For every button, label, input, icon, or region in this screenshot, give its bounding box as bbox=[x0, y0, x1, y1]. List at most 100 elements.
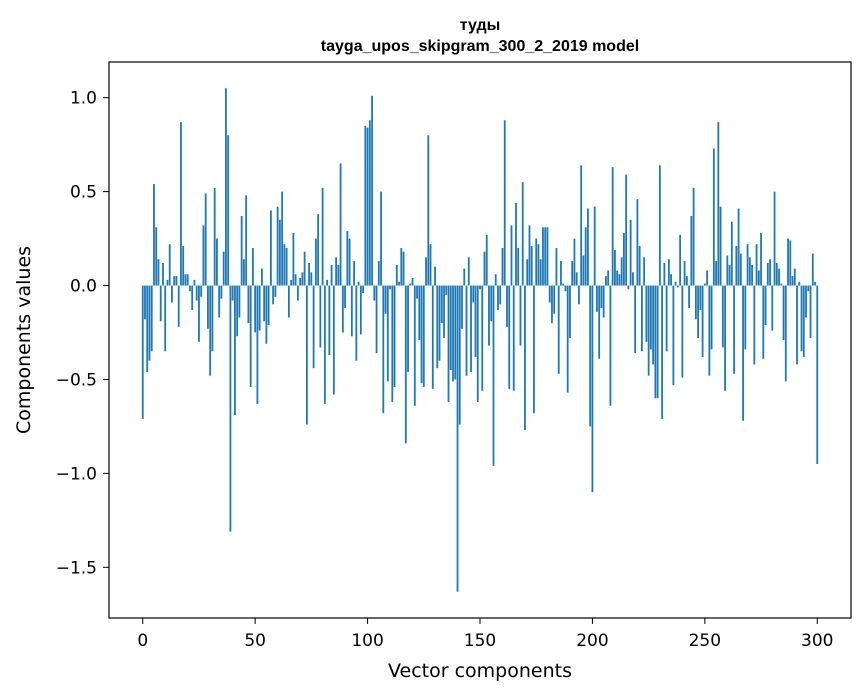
x-axis-label: Vector components bbox=[388, 660, 572, 682]
bar-component-215 bbox=[625, 174, 628, 286]
bar-component-139 bbox=[454, 285, 457, 380]
bar-component-277 bbox=[764, 285, 767, 325]
bar-component-209 bbox=[611, 167, 614, 286]
bar-component-43 bbox=[238, 285, 241, 318]
bar-component-62 bbox=[281, 191, 284, 286]
bar-component-171 bbox=[526, 259, 529, 286]
bar-component-247 bbox=[697, 285, 699, 339]
bar-component-118 bbox=[407, 285, 409, 372]
bar-component-170 bbox=[524, 285, 526, 431]
bar-component-23 bbox=[193, 279, 196, 286]
bar-component-197 bbox=[584, 227, 587, 286]
bar-component-2 bbox=[146, 285, 149, 372]
bar-component-96 bbox=[357, 281, 360, 286]
bar-component-172 bbox=[528, 225, 531, 286]
bar-component-212 bbox=[618, 274, 621, 286]
bar-component-132 bbox=[438, 285, 441, 361]
bar-component-184 bbox=[555, 247, 558, 286]
bar-component-196 bbox=[582, 255, 585, 286]
bar-component-152 bbox=[483, 251, 486, 286]
bars-group bbox=[141, 88, 819, 592]
bar-component-120 bbox=[411, 278, 414, 286]
bar-component-20 bbox=[186, 274, 189, 286]
bar-component-129 bbox=[431, 285, 434, 389]
bar-component-289 bbox=[791, 276, 794, 286]
bar-component-293 bbox=[800, 285, 803, 352]
y-tick-label: −1.5 bbox=[56, 558, 97, 578]
bar-component-119 bbox=[409, 283, 412, 286]
bar-component-187 bbox=[562, 283, 565, 286]
bar-component-126 bbox=[425, 257, 427, 286]
bar-component-135 bbox=[445, 285, 448, 295]
bar-component-16 bbox=[177, 285, 180, 327]
bar-component-10 bbox=[164, 285, 167, 352]
bar-component-127 bbox=[427, 135, 430, 286]
bar-component-32 bbox=[213, 187, 216, 286]
y-tick-label: 0.5 bbox=[70, 183, 97, 203]
bar-component-91 bbox=[346, 231, 349, 286]
bar-component-89 bbox=[341, 285, 344, 333]
bar-component-143 bbox=[463, 268, 466, 286]
bar-component-17 bbox=[180, 122, 182, 286]
bar-component-53 bbox=[261, 268, 263, 286]
bar-component-274 bbox=[757, 270, 760, 286]
bar-component-111 bbox=[391, 285, 394, 402]
bar-component-46 bbox=[245, 195, 248, 286]
bar-component-134 bbox=[443, 285, 445, 339]
bar-component-156 bbox=[492, 285, 495, 466]
bar-component-241 bbox=[683, 261, 686, 286]
bar-component-201 bbox=[593, 206, 596, 286]
y-tick-label: 0.0 bbox=[70, 277, 97, 297]
bar-component-0 bbox=[141, 285, 144, 419]
bar-component-1 bbox=[144, 285, 146, 320]
bar-component-177 bbox=[539, 259, 542, 286]
bar-component-140 bbox=[456, 285, 459, 592]
bar-component-163 bbox=[508, 285, 511, 389]
bar-component-167 bbox=[517, 247, 520, 286]
y-tick-label: −1.0 bbox=[56, 464, 97, 484]
bar-component-148 bbox=[474, 285, 477, 357]
bar-component-100 bbox=[366, 127, 369, 286]
bar-component-102 bbox=[371, 95, 373, 286]
bar-component-251 bbox=[706, 270, 708, 286]
bar-component-7 bbox=[157, 259, 160, 286]
bar-component-259 bbox=[724, 285, 726, 391]
bar-component-287 bbox=[787, 238, 789, 286]
bar-component-250 bbox=[703, 283, 706, 286]
bar-component-146 bbox=[470, 285, 472, 372]
bar-component-58 bbox=[272, 285, 275, 305]
bar-component-70 bbox=[299, 278, 302, 286]
bar-component-238 bbox=[676, 285, 679, 288]
bar-component-130 bbox=[434, 266, 436, 286]
bar-component-272 bbox=[753, 285, 756, 365]
bar-component-47 bbox=[247, 285, 250, 324]
bar-component-165 bbox=[512, 285, 515, 391]
bar-component-186 bbox=[560, 261, 562, 286]
bar-component-69 bbox=[296, 285, 299, 301]
bar-component-8 bbox=[159, 285, 162, 322]
bar-component-294 bbox=[802, 285, 805, 357]
bar-component-75 bbox=[310, 272, 313, 286]
bar-component-25 bbox=[198, 285, 200, 342]
bar-component-249 bbox=[701, 285, 704, 357]
bar-component-229 bbox=[656, 285, 659, 399]
bar-component-213 bbox=[620, 257, 623, 286]
bar-component-189 bbox=[566, 285, 569, 393]
bar-component-86 bbox=[335, 257, 337, 286]
bar-component-246 bbox=[694, 285, 697, 320]
bar-component-283 bbox=[778, 268, 780, 286]
bar-component-281 bbox=[773, 191, 776, 286]
bar-component-82 bbox=[326, 279, 328, 286]
bar-component-232 bbox=[663, 262, 666, 286]
bar-component-243 bbox=[688, 285, 691, 309]
bar-component-252 bbox=[708, 285, 711, 376]
bar-component-128 bbox=[429, 244, 432, 286]
bar-component-161 bbox=[503, 120, 506, 286]
bar-component-223 bbox=[643, 257, 646, 286]
bar-component-64 bbox=[285, 247, 288, 286]
bar-component-37 bbox=[225, 88, 227, 286]
bar-component-68 bbox=[294, 274, 297, 286]
bar-component-202 bbox=[596, 285, 598, 312]
bar-component-113 bbox=[395, 264, 398, 286]
bar-component-125 bbox=[422, 285, 425, 387]
